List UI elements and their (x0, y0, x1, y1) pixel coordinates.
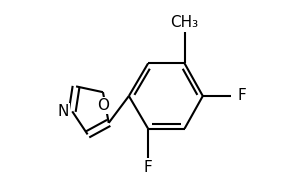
Text: N: N (57, 104, 68, 119)
Text: O: O (97, 98, 109, 113)
Text: F: F (237, 89, 246, 103)
Text: CH₃: CH₃ (170, 15, 199, 30)
Text: F: F (144, 160, 152, 175)
